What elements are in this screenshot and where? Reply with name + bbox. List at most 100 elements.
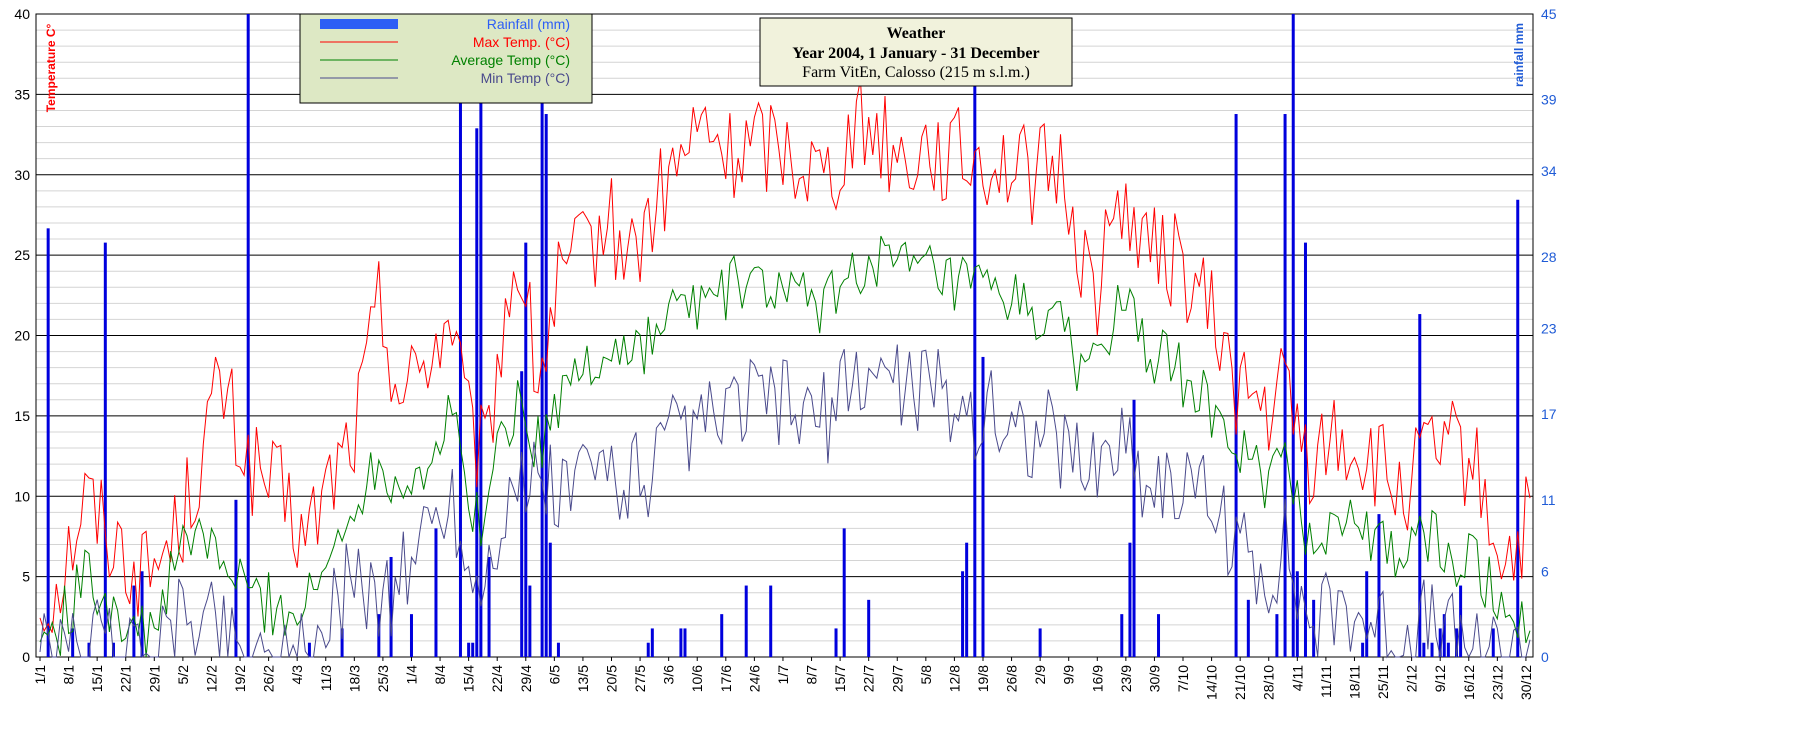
x-tick-label: 6/5: [546, 665, 562, 685]
rainfall-bar: [467, 642, 471, 657]
rainfall-bar: [1442, 614, 1446, 657]
x-tick-label: 11/3: [318, 665, 334, 691]
x-tick-label: 1/4: [403, 665, 419, 685]
rainfall-bar: [1516, 199, 1520, 657]
rainfall-bar: [1438, 628, 1442, 657]
x-tick-label: 18/11: [1346, 665, 1362, 699]
left-tick-label: 35: [14, 86, 30, 102]
rainfall-bar: [87, 642, 91, 657]
rainfall-bar: [1283, 114, 1287, 658]
rainfall-bar: [1303, 242, 1307, 657]
rainfall-bar: [720, 614, 724, 657]
x-tick-label: 2/9: [1032, 665, 1048, 685]
rainfall-bar: [1491, 628, 1495, 657]
series-line: [39, 79, 1531, 633]
rainfall-bar: [1157, 614, 1161, 657]
x-tick-label: 29/4: [518, 665, 534, 692]
rainfall-bar: [961, 571, 965, 657]
rainfall-bar: [867, 599, 871, 657]
x-tick-label: 8/7: [804, 665, 820, 685]
x-tick-label: 30/9: [1146, 665, 1162, 692]
rainfall-bars: [46, 14, 1520, 658]
rainfall-bar: [1038, 628, 1042, 657]
rainfall-bar: [683, 628, 687, 657]
rainfall-bar: [340, 628, 344, 657]
rainfall-bar: [540, 85, 544, 657]
rainfall-bar: [842, 528, 846, 657]
rainfall-bar: [544, 114, 548, 658]
legend: Rainfall (mm) Max Temp. (°C) Average Temp …: [299, 13, 593, 104]
x-tick-label: 26/8: [1004, 665, 1020, 692]
rainfall-bar: [973, 28, 977, 658]
chart-subtitle: Year 2004, 1 January - 31 December: [792, 45, 1039, 62]
rainfall-bar: [1446, 642, 1450, 657]
rainfall-bar: [479, 99, 483, 657]
rainfall-bar: [1295, 571, 1299, 657]
rainfall-bar: [1455, 628, 1459, 657]
rainfall-bar: [1377, 514, 1381, 657]
title-box: Weather Year 2004, 1 January - 31 Decembe…: [759, 17, 1073, 87]
x-tick-label: 25/3: [375, 665, 391, 692]
x-tick-label: 19/8: [975, 665, 991, 692]
x-tick-label: 4/11: [1289, 665, 1305, 691]
x-tick-label: 2/12: [1404, 665, 1420, 692]
x-tick-label: 28/10: [1261, 665, 1277, 700]
left-y-ticks: 0 5 10 15 20 25 30 35 40: [14, 6, 30, 665]
x-tick-label: 12/8: [946, 665, 962, 692]
rainfall-bar: [132, 585, 136, 657]
rainfall-bar: [834, 628, 838, 657]
x-tick-label: 9/9: [1061, 665, 1077, 685]
rainfall-bar: [71, 628, 75, 657]
rainfall-bar: [409, 614, 413, 657]
x-tick-label: 17/6: [718, 665, 734, 692]
left-tick-label: 0: [22, 649, 30, 665]
rainfall-bar: [1128, 542, 1132, 657]
rainfall-bar: [520, 371, 524, 657]
right-tick-label: 6: [1541, 563, 1549, 579]
series-line: [39, 235, 1531, 658]
legend-swatch: [320, 19, 398, 29]
x-tick-label: 15/4: [461, 665, 477, 692]
left-tick-label: 20: [14, 328, 30, 344]
x-tick-label: 26/2: [261, 665, 277, 692]
x-tick-label: 22/7: [861, 665, 877, 692]
right-tick-label: 0: [1541, 649, 1549, 665]
major-gridlines: [36, 13, 1533, 658]
y-axis-label-left: Temperature C°: [44, 24, 58, 113]
rainfall-bar: [1234, 114, 1238, 658]
x-tick-label: 29/1: [146, 665, 162, 692]
y-axis-label-right: rainfall mm: [1512, 23, 1526, 87]
x-tick-label: 19/2: [232, 665, 248, 692]
rainfall-bar: [1365, 571, 1369, 657]
series-line: [39, 344, 1531, 659]
x-tick-label: 3/6: [661, 665, 677, 685]
x-tick-label: 15/1: [89, 665, 105, 692]
x-tick-label: 11/11: [1318, 665, 1334, 698]
rainfall-bar: [1361, 642, 1365, 657]
right-tick-label: 45: [1541, 6, 1557, 22]
x-tick-label: 15/7: [832, 665, 848, 692]
right-y-ticks: 0 6 11 17 23 28 34 39 45: [1541, 6, 1557, 665]
rainfall-bar: [679, 628, 683, 657]
title-background: [759, 17, 1073, 87]
x-tick-label: 7/10: [1175, 665, 1191, 692]
rainfall-bar: [140, 571, 144, 657]
rainfall-bar: [744, 585, 748, 657]
x-tick-label: 8/1: [61, 665, 77, 685]
right-tick-label: 34: [1541, 163, 1557, 179]
x-tick-label: 25/11: [1375, 665, 1391, 699]
rainfall-bar: [246, 14, 250, 657]
legend-label: Rainfall (mm): [487, 16, 570, 32]
x-tick-label: 8/4: [432, 665, 448, 685]
right-tick-label: 17: [1541, 406, 1557, 422]
rainfall-bar: [434, 528, 438, 657]
chart-location: Farm VitEn, Calosso (215 m s.l.m.): [802, 64, 1030, 81]
right-tick-label: 11: [1541, 492, 1556, 508]
rainfall-bar: [111, 642, 115, 657]
left-tick-label: 5: [22, 569, 30, 585]
x-tick-label: 22/4: [489, 665, 505, 692]
left-tick-label: 10: [14, 488, 30, 504]
rainfall-bar: [1430, 642, 1434, 657]
